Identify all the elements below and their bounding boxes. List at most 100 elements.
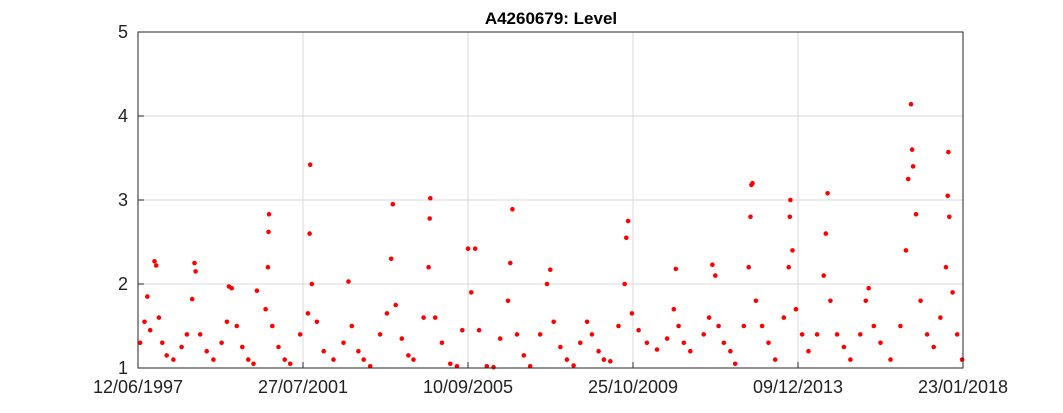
data-point: [759, 323, 765, 329]
data-point: [234, 323, 240, 329]
data-point: [584, 319, 590, 325]
data-point: [871, 323, 877, 329]
data-point: [848, 357, 853, 362]
data-point: [616, 323, 621, 329]
x-tick-label: 10/09/2005: [423, 377, 513, 397]
x-tick-labels: 12/06/1997 27/07/2001 10/09/2005 25/10/2009…: [93, 377, 1008, 397]
data-point: [959, 357, 965, 362]
data-point: [460, 327, 465, 333]
data-point: [263, 306, 268, 312]
data-point: [910, 164, 916, 169]
data-point: [947, 214, 952, 220]
data-point: [866, 285, 871, 291]
data-point: [841, 344, 847, 350]
data-point: [905, 176, 911, 182]
data-point: [439, 340, 445, 346]
data-point: [465, 246, 471, 251]
data-point: [145, 294, 150, 299]
data-point: [608, 359, 613, 364]
data-point: [644, 340, 650, 346]
x-tick-label: 23/01/2018: [918, 377, 1008, 397]
data-point: [636, 327, 641, 333]
data-point: [544, 281, 550, 287]
data-point: [349, 323, 355, 329]
data-point: [314, 319, 320, 325]
data-point: [786, 264, 791, 270]
data-point: [954, 332, 960, 337]
data-point: [571, 363, 576, 368]
data-point: [287, 361, 293, 367]
data-point: [476, 327, 482, 333]
data-point: [688, 348, 693, 354]
data-point: [713, 273, 718, 278]
data-point: [624, 235, 629, 241]
data-points: [137, 101, 965, 370]
data-point: [878, 340, 883, 346]
data-point: [825, 191, 830, 196]
data-point: [909, 147, 915, 152]
data-point: [938, 315, 943, 320]
data-point: [399, 336, 405, 341]
data-point: [676, 323, 681, 329]
data-point: [137, 340, 143, 346]
data-point: [377, 332, 383, 337]
x-tick-label: 12/06/1997: [93, 377, 183, 397]
data-point: [421, 315, 426, 320]
data-point: [152, 259, 157, 264]
y-tick-label: 1: [118, 358, 128, 378]
data-point: [390, 201, 396, 207]
y-tick-label: 4: [118, 106, 128, 126]
data-point: [497, 336, 503, 341]
data-point: [629, 311, 635, 316]
data-point: [491, 364, 496, 370]
data-point: [469, 290, 474, 295]
data-point: [721, 340, 727, 346]
data-point: [823, 231, 829, 236]
data-point: [716, 323, 721, 329]
data-point: [346, 279, 351, 284]
data-point: [388, 256, 394, 262]
data-point: [888, 357, 893, 362]
data-point: [748, 214, 753, 220]
data-point: [341, 340, 346, 346]
data-point: [164, 353, 169, 358]
data-point: [799, 332, 805, 337]
data-point: [821, 273, 826, 278]
data-point: [521, 353, 527, 358]
data-point: [384, 311, 390, 316]
data-point: [142, 319, 147, 325]
data-point: [448, 361, 453, 367]
data-point: [193, 269, 198, 274]
data-point: [197, 332, 203, 337]
data-point: [551, 319, 556, 325]
data-point: [472, 246, 478, 251]
data-point: [898, 323, 903, 329]
data-point: [189, 296, 195, 302]
data-point: [266, 229, 271, 235]
data-point: [367, 364, 373, 369]
data-point: [331, 357, 336, 362]
data-point: [931, 344, 936, 350]
data-point: [224, 319, 230, 325]
data-point: [903, 248, 909, 253]
data-point: [664, 336, 670, 341]
data-point: [282, 357, 288, 362]
chart-title: A4260679: Level: [485, 9, 617, 28]
y-tick-labels: 1 2 3 4 5: [118, 22, 128, 378]
data-point: [229, 285, 234, 291]
plot-frame: [137, 31, 964, 369]
data-point: [411, 357, 416, 362]
data-point: [246, 357, 251, 362]
data-point: [673, 266, 679, 272]
data-point: [558, 344, 563, 350]
data-point: [622, 281, 627, 287]
data-point: [681, 340, 687, 346]
data-point: [750, 180, 755, 186]
data-point: [589, 332, 595, 337]
data-point: [828, 298, 833, 304]
data-point: [918, 298, 923, 304]
data-point: [505, 298, 511, 304]
data-point: [160, 340, 165, 346]
